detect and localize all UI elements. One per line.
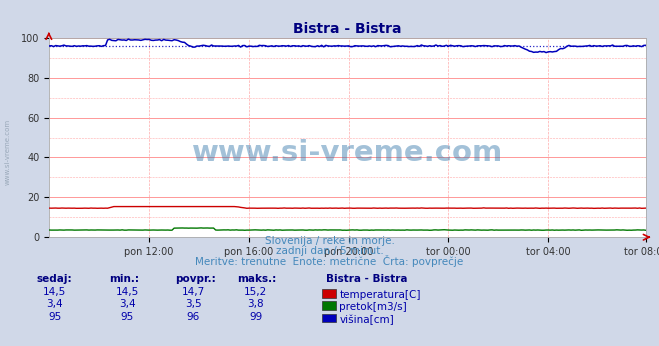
Text: 3,8: 3,8 [247, 299, 264, 309]
Text: maks.:: maks.: [237, 274, 277, 284]
Text: 96: 96 [186, 312, 200, 322]
Text: povpr.:: povpr.: [175, 274, 215, 284]
Text: Meritve: trenutne  Enote: metrične  Črta: povprečje: Meritve: trenutne Enote: metrične Črta: … [195, 255, 464, 267]
Text: Slovenija / reke in morje.: Slovenija / reke in morje. [264, 236, 395, 246]
Text: 15,2: 15,2 [244, 287, 268, 297]
Text: 95: 95 [48, 312, 61, 322]
Text: pretok[m3/s]: pretok[m3/s] [339, 302, 407, 312]
Text: 99: 99 [249, 312, 262, 322]
Text: www.si-vreme.com: www.si-vreme.com [5, 119, 11, 185]
Text: 3,5: 3,5 [185, 299, 202, 309]
Text: www.si-vreme.com: www.si-vreme.com [192, 139, 503, 167]
Text: Bistra - Bistra: Bistra - Bistra [326, 274, 408, 284]
Text: 14,5: 14,5 [115, 287, 139, 297]
Text: sedaj:: sedaj: [36, 274, 72, 284]
Text: 95: 95 [121, 312, 134, 322]
Text: 3,4: 3,4 [46, 299, 63, 309]
Text: 14,5: 14,5 [43, 287, 67, 297]
Text: 14,7: 14,7 [181, 287, 205, 297]
Text: temperatura[C]: temperatura[C] [339, 290, 421, 300]
Text: zadnji dan / 5 minut.: zadnji dan / 5 minut. [275, 246, 384, 256]
Text: min.:: min.: [109, 274, 139, 284]
Text: višina[cm]: višina[cm] [339, 315, 394, 325]
Title: Bistra - Bistra: Bistra - Bistra [293, 21, 402, 36]
Text: 3,4: 3,4 [119, 299, 136, 309]
